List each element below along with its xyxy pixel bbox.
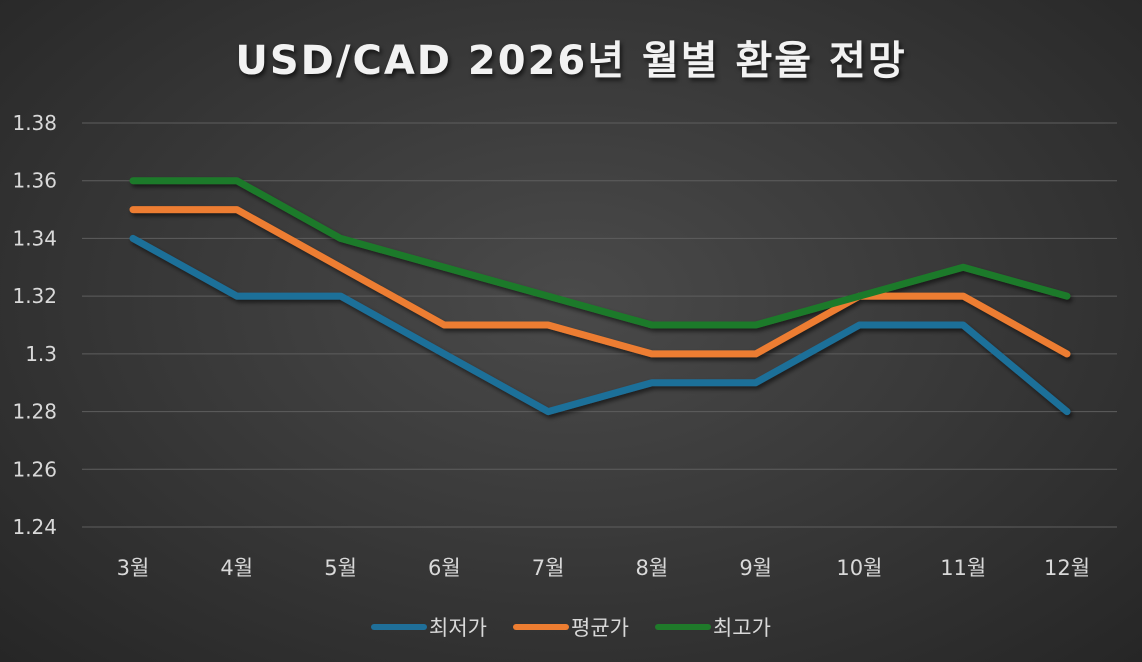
y-tick-label: 1.28: [12, 400, 57, 424]
legend-label-high: 최고가: [712, 616, 771, 640]
legend-swatch-high: [654, 624, 711, 630]
x-tick-label: 3월: [117, 556, 150, 580]
series-line: [129, 206, 1071, 358]
x-tick-label: 9월: [739, 556, 772, 580]
y-tick-label: 1.24: [12, 515, 57, 539]
legend-swatch-low: [371, 624, 428, 630]
x-tick-label: 4월: [220, 556, 253, 580]
series-line: [129, 234, 1071, 416]
y-tick-label: 1.36: [12, 169, 57, 193]
legend-item-low: 최저가: [371, 612, 487, 642]
y-tick-label: 1.38: [12, 111, 57, 135]
x-tick-label: 12월: [1044, 556, 1090, 580]
y-tick-label: 1.34: [12, 226, 57, 250]
x-tick-label: 10월: [836, 556, 882, 580]
legend: 최저가 평균가 최고가: [0, 612, 1142, 642]
y-tick-label: 1.32: [12, 284, 57, 308]
series-line: [129, 177, 1071, 329]
x-tick-label: 5월: [324, 556, 357, 580]
legend-item-high: 최고가: [654, 612, 771, 642]
legend-label-low: 최저가: [429, 616, 488, 640]
y-tick-label: 1.26: [12, 457, 57, 481]
legend-item-avg: 평균가: [513, 612, 629, 642]
series-lines: [129, 177, 1071, 416]
x-tick-label: 7월: [532, 556, 565, 580]
legend-swatch-avg: [513, 624, 570, 630]
y-axis: 1.38 1.36 1.34 1.32 1.3 1.28 1.26 1.24: [12, 111, 57, 539]
x-axis: 3월 4월 5월 6월 7월 8월 9월 10월 11월 12월: [117, 556, 1090, 580]
x-tick-label: 11월: [940, 556, 986, 580]
legend-label-avg: 평균가: [571, 616, 629, 640]
x-tick-label: 6월: [428, 556, 461, 580]
y-tick-label: 1.3: [25, 342, 57, 366]
x-tick-label: 8월: [636, 556, 669, 580]
chart-title: USD/CAD 2026년 월별 환율 전망: [235, 38, 907, 84]
